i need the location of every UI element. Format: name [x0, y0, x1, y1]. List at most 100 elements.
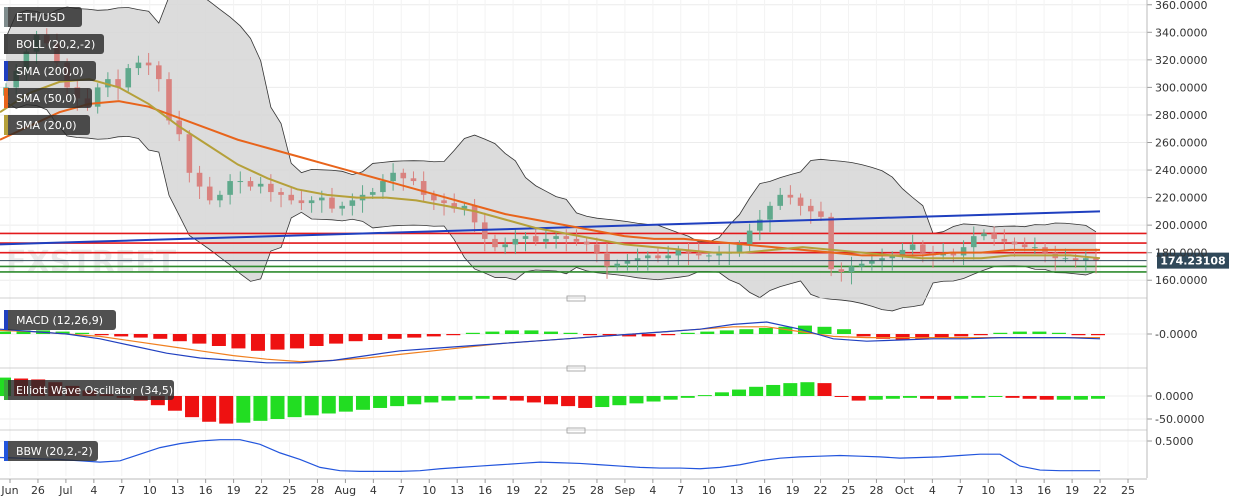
legend-boll[interactable]: BOLL (20,2,-2) — [4, 34, 104, 54]
legend-sma20[interactable]: SMA (20,0) — [4, 115, 90, 135]
candle-body — [563, 236, 570, 239]
legend-symbol[interactable]: ETH/USD — [4, 7, 82, 27]
legend-bbw[interactable]: BBW (20,2,-2) — [4, 441, 98, 461]
candle-body — [889, 255, 896, 259]
candle-body — [614, 263, 621, 267]
ewo-tick-label: -50.0000 — [1155, 413, 1204, 426]
ewo-histogram-bar — [287, 396, 302, 418]
legend-ewo[interactable]: Elliott Wave Oscillator (34,5) — [4, 380, 174, 400]
candle-body — [1021, 244, 1028, 248]
candle-body — [105, 79, 111, 88]
macd-histogram-bar — [153, 334, 168, 339]
ewo-histogram-bar — [902, 396, 917, 398]
pane-resize-grip[interactable] — [566, 295, 586, 302]
ewo-histogram-bar — [868, 396, 883, 400]
ewo-histogram-bar — [544, 396, 558, 405]
candle-body — [308, 200, 315, 204]
candle-body — [879, 258, 885, 261]
time-tick-label: 4 — [929, 484, 936, 497]
time-tick-label: Oct — [895, 484, 915, 497]
legend-text: ETH/USD — [16, 11, 65, 24]
candle-body — [186, 134, 193, 173]
time-tick-label: 22 — [814, 484, 828, 497]
time-tick-label: 26 — [31, 484, 45, 497]
time-tick-label: 13 — [730, 484, 744, 497]
sma200-line — [0, 210, 1101, 246]
price-tick-label: 300.0000 — [1155, 81, 1208, 94]
candle-body — [777, 194, 784, 206]
macd-histogram-bar — [856, 334, 871, 337]
candle-body — [471, 205, 478, 223]
candle-body — [624, 260, 631, 264]
candle-body — [981, 233, 987, 237]
legend-box — [4, 34, 104, 54]
sma20-line — [0, 78, 1101, 260]
candle-body — [369, 192, 376, 195]
candle-body — [206, 186, 213, 201]
macd-histogram-bar — [465, 332, 480, 334]
legend-swatch — [4, 310, 8, 330]
price-tick-label: 260.0000 — [1155, 136, 1208, 149]
candle-body — [573, 238, 580, 242]
ewo-histogram-bar — [920, 396, 935, 399]
candle-body — [441, 200, 447, 204]
legend-swatch — [4, 115, 8, 135]
candle-body — [115, 79, 121, 88]
candle-body — [492, 238, 498, 248]
ewo-histogram-bar — [219, 396, 234, 424]
ewo-histogram-bar — [732, 389, 747, 396]
time-tick-label: 13 — [450, 484, 464, 497]
macd-histogram-bar — [973, 334, 988, 336]
candle-body — [318, 197, 325, 201]
ewo-histogram-bar — [680, 396, 695, 398]
macd-histogram-bar — [915, 334, 930, 339]
time-tick-label: 16 — [1037, 484, 1051, 497]
legend-sma200[interactable]: SMA (200,0) — [4, 61, 96, 81]
candle-body — [1062, 258, 1069, 260]
ewo-histogram-bar — [1022, 396, 1037, 399]
pane-resize-grip[interactable] — [566, 365, 586, 372]
ewo-histogram-bar — [766, 384, 781, 396]
macd-pane[interactable] — [0, 321, 1105, 364]
candle-body — [899, 249, 906, 256]
ewo-histogram-bar — [646, 396, 661, 402]
macd-histogram-bar — [602, 334, 617, 336]
time-tick-label: 4 — [90, 484, 97, 497]
time-tick-label: Sep — [615, 484, 636, 497]
bbw-pane[interactable] — [0, 439, 1100, 472]
price-tick-label: 320.0000 — [1155, 54, 1208, 67]
macd-histogram-bar — [192, 334, 207, 344]
candle-body — [818, 211, 824, 217]
macd-histogram-bar — [16, 330, 31, 334]
macd-histogram-bar — [758, 328, 773, 334]
macd-histogram-bar — [407, 334, 422, 338]
macd-histogram-bar — [524, 330, 539, 334]
macd-histogram-bar — [954, 334, 969, 337]
ewo-histogram-bar — [783, 383, 798, 396]
time-tick-label: Aug — [335, 484, 356, 497]
price-tick-label: 360.0000 — [1155, 0, 1208, 12]
macd-histogram-bar — [719, 330, 734, 334]
pane-resize-grip[interactable] — [566, 427, 586, 434]
legend-macd[interactable]: MACD (12,26,9) — [4, 310, 116, 330]
candle-body — [237, 181, 244, 183]
macd-histogram-bar — [94, 334, 109, 336]
price-tick-label: 220.0000 — [1155, 192, 1208, 205]
ewo-histogram-bar — [697, 395, 712, 397]
macd-histogram-bar — [309, 334, 324, 346]
candle-body — [288, 194, 295, 201]
ewo-histogram-bar — [817, 383, 832, 396]
legend-text: SMA (50,0) — [16, 92, 77, 105]
candle-body — [716, 252, 722, 256]
ewo-histogram-bar — [1091, 396, 1105, 399]
legend-swatch — [4, 441, 8, 461]
candle-body — [848, 266, 855, 272]
candle-body — [268, 183, 274, 193]
candle-body — [960, 247, 967, 256]
legend-sma50[interactable]: SMA (50,0) — [4, 88, 92, 108]
legend-box — [4, 380, 174, 400]
last-price-value: 174.23108 — [1160, 255, 1225, 268]
candle-body — [655, 255, 661, 259]
time-tick-label: 22 — [534, 484, 548, 497]
